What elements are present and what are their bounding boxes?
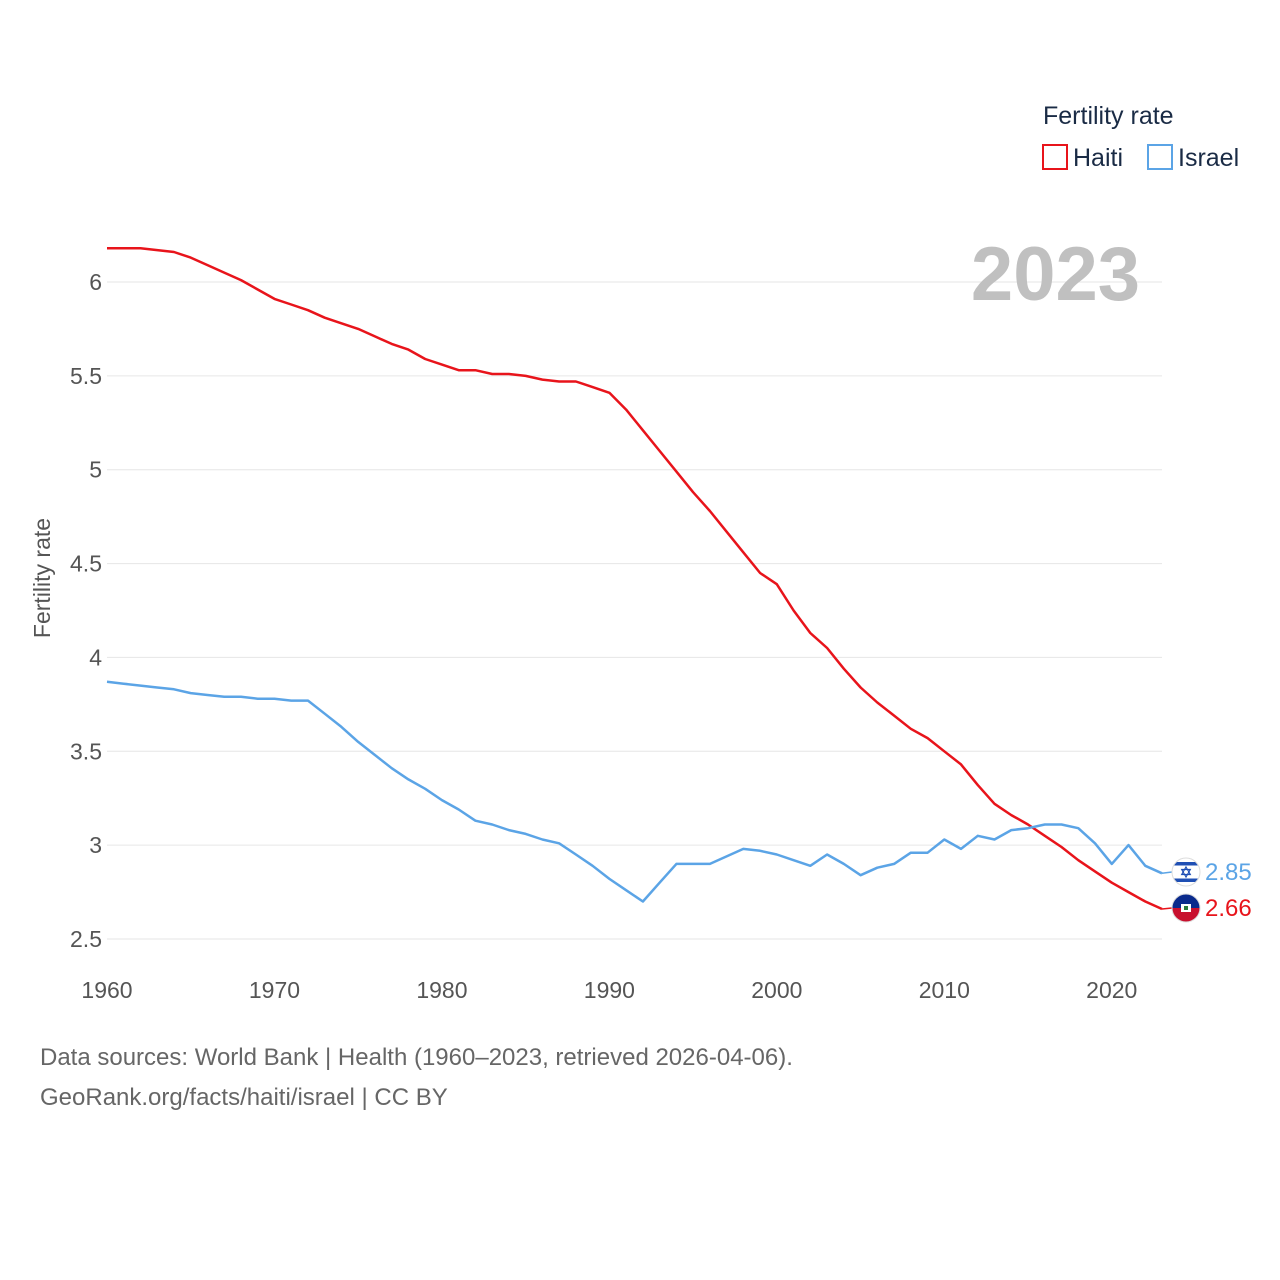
- y-tick-label: 4: [89, 644, 102, 670]
- y-tick-label: 4.5: [70, 551, 102, 577]
- series-line-israel[interactable]: [106, 680, 1163, 903]
- y-tick-label: 2.5: [70, 926, 102, 952]
- x-tick-label: 1960: [81, 977, 132, 1003]
- x-tick-label: 1990: [584, 977, 635, 1003]
- legend: Fertility rate Haiti Israel: [1042, 102, 1239, 172]
- end-value-haiti: 2.66: [1205, 895, 1252, 922]
- x-tick-label: 2010: [919, 977, 970, 1003]
- legend-item-israel[interactable]: Israel: [1147, 144, 1239, 172]
- end-value-israel: 2.85: [1205, 859, 1252, 886]
- grid-lines: [107, 281, 1162, 940]
- y-axis-title: Fertility rate: [29, 518, 55, 638]
- y-tick-label: 6: [89, 269, 102, 295]
- attribution-link[interactable]: GeoRank.org/facts/haiti/israel | CC BY: [40, 1084, 448, 1111]
- x-tick-label: 1970: [249, 977, 300, 1003]
- current-year-label: 2023: [971, 232, 1140, 317]
- legend-swatch-haiti: [1042, 144, 1068, 170]
- x-axis-ticks: 1960 1970 1980 1990 2000 2010 2020: [81, 977, 1137, 1003]
- x-tick-label: 2000: [751, 977, 802, 1003]
- y-tick-label: 3.5: [70, 738, 102, 764]
- legend-label-israel: Israel: [1178, 144, 1239, 172]
- legend-label-haiti: Haiti: [1073, 144, 1123, 172]
- series-line-haiti[interactable]: [107, 246, 1163, 911]
- x-tick-label: 1980: [416, 977, 467, 1003]
- legend-title: Fertility rate: [1043, 102, 1174, 130]
- israel-flag-icon: [1171, 857, 1201, 887]
- end-connector-haiti: [1161, 907, 1173, 910]
- y-tick-label: 5.5: [70, 363, 102, 389]
- end-connector-israel: [1161, 871, 1173, 875]
- series-lines: [106, 246, 1163, 911]
- data-source-note: Data sources: World Bank | Health (1960–…: [40, 1044, 793, 1071]
- haiti-flag-icon: [1171, 893, 1201, 923]
- y-tick-label: 5: [89, 457, 102, 483]
- x-tick-label: 2020: [1086, 977, 1137, 1003]
- y-tick-label: 3: [89, 832, 102, 858]
- legend-item-haiti[interactable]: Haiti: [1042, 144, 1123, 172]
- end-labels: 2.66 2.85: [1161, 857, 1252, 923]
- y-axis-ticks: 2.5 3 3.5 4 4.5 5 5.5 6: [70, 269, 102, 952]
- legend-swatch-israel: [1147, 144, 1173, 170]
